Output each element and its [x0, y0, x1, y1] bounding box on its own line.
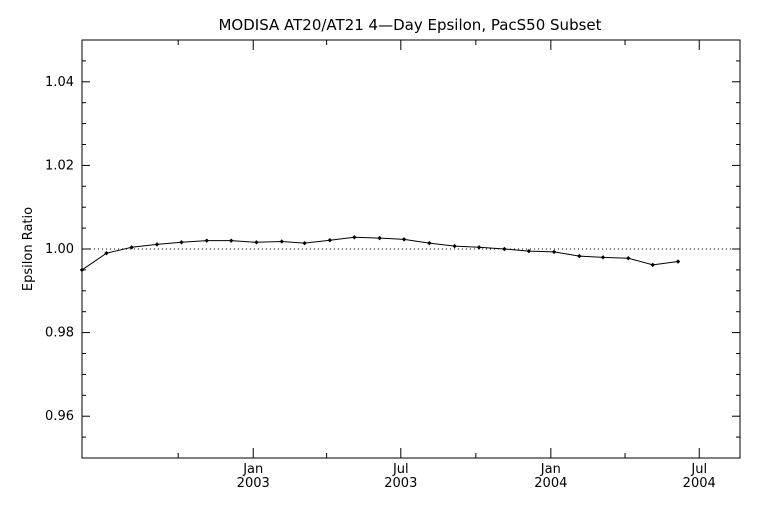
- data-point: [229, 238, 234, 243]
- data-point: [79, 267, 85, 273]
- series-line: [81, 236, 679, 271]
- data-point: [204, 238, 209, 243]
- x-tick-month-label: Jan: [242, 462, 263, 477]
- data-point: [452, 243, 457, 249]
- data-point: [502, 246, 507, 252]
- data-point: [577, 253, 582, 259]
- data-point: [401, 237, 407, 242]
- x-tick-month-label: Jan: [540, 462, 561, 477]
- y-axis-ticks: 0.96 0.98 1.00 1.02 1.04: [45, 39, 740, 459]
- data-point: [650, 262, 655, 268]
- y-tick-label: 0.98: [45, 326, 74, 341]
- data-point: [377, 235, 382, 241]
- x-tick-month-label: Jul: [392, 462, 409, 477]
- data-point: [129, 245, 134, 250]
- data-point: [626, 255, 631, 261]
- data-point: [675, 259, 681, 264]
- x-tick-year-label: 2004: [683, 476, 716, 491]
- y-tick-label: 1.04: [45, 75, 74, 90]
- data-point: [352, 235, 357, 240]
- x-tick-year-label: 2003: [237, 476, 270, 491]
- data-point: [279, 239, 284, 244]
- data-point: [476, 245, 482, 250]
- data-point: [427, 240, 432, 246]
- x-tick-month-label: Jul: [690, 462, 707, 477]
- data-point: [179, 240, 184, 245]
- data-point: [104, 250, 109, 256]
- x-tick-year-label: 2003: [384, 476, 417, 491]
- data-point: [551, 249, 557, 255]
- y-tick-label: 1.02: [45, 158, 74, 173]
- series-group: [79, 235, 681, 273]
- y-tick-label: 1.00: [45, 242, 74, 257]
- data-point: [254, 240, 259, 245]
- data-point: [327, 238, 333, 243]
- y-axis-label: Epsilon Ratio: [21, 207, 36, 291]
- data-point: [600, 255, 606, 260]
- data-point: [302, 240, 307, 246]
- data-point: [526, 248, 532, 254]
- chart-title: MODISA AT20/AT21 4—Day Epsilon, PacS50 S…: [218, 16, 601, 34]
- x-tick-year-label: 2004: [534, 476, 567, 491]
- y-tick-label: 0.96: [45, 409, 74, 424]
- data-point: [154, 242, 160, 247]
